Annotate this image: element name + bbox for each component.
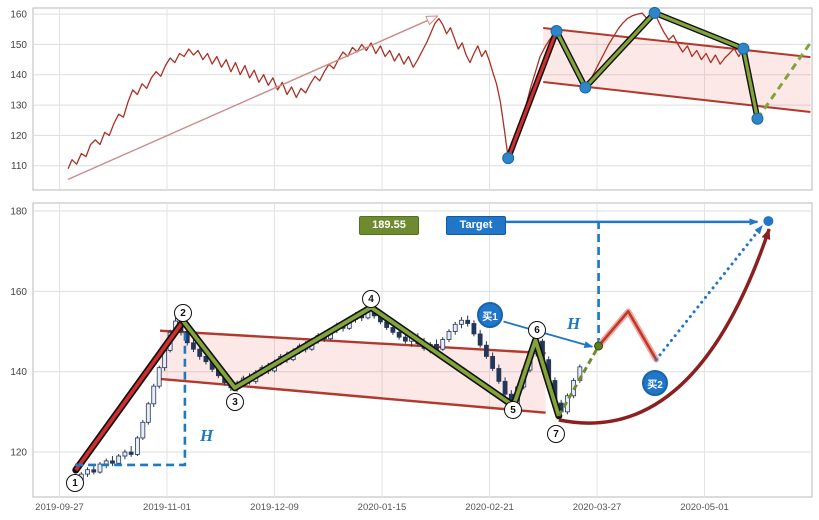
height-measure-label-1: H [200, 426, 214, 445]
target-badge[interactable]: Target [446, 216, 506, 235]
x-axis-labels: 2019-09-27 2019-11-01 2019-12-09 2020-01-15… [35, 502, 729, 513]
height-measure-label-2: H [567, 314, 581, 333]
svg-text:180: 180 [10, 207, 27, 218]
top-pivot-dots[interactable] [502, 6, 764, 165]
bottom-impulse-pole[interactable] [72, 317, 187, 474]
svg-text:2020-02-21: 2020-02-21 [465, 502, 514, 513]
svg-text:2020-05-01: 2020-05-01 [680, 502, 729, 513]
post-breakout-zigzag[interactable] [595, 308, 660, 363]
top-impulse-pole[interactable] [505, 28, 560, 162]
wave-marker-4[interactable]: 4 [362, 290, 380, 308]
svg-text:140: 140 [10, 367, 27, 378]
svg-text:140: 140 [10, 70, 27, 81]
buy1-marker[interactable]: 买1 [477, 302, 503, 328]
breakout-dot[interactable] [594, 341, 604, 351]
svg-text:120: 120 [10, 448, 27, 459]
buy2-marker[interactable]: 买2 [642, 370, 668, 396]
top-trend-arrow[interactable] [67, 16, 437, 181]
svg-text:150: 150 [10, 40, 27, 51]
svg-text:130: 130 [10, 101, 27, 112]
wave-marker-1[interactable]: 1 [66, 474, 84, 492]
svg-text:2019-12-09: 2019-12-09 [250, 502, 299, 513]
buy1-pointer-arrow[interactable] [503, 320, 594, 348]
weekly-overview-grid: 110 120 130 140 150 160 [10, 7, 813, 191]
top-projection-dashed[interactable] [756, 42, 812, 120]
measured-move-price-badge[interactable]: 189.55 [359, 216, 419, 235]
wave-marker-2[interactable]: 2 [174, 304, 192, 322]
wave-marker-3[interactable]: 3 [226, 393, 244, 411]
wave-marker-6[interactable]: 6 [528, 321, 546, 339]
bottom-zigzag[interactable] [179, 303, 563, 420]
wave-marker-7[interactable]: 7 [547, 425, 565, 443]
svg-text:110: 110 [11, 161, 27, 172]
svg-text:2019-11-01: 2019-11-01 [143, 502, 191, 513]
svg-text:2020-03-27: 2020-03-27 [573, 502, 622, 513]
wave-marker-5[interactable]: 5 [504, 401, 522, 419]
buy2-dotted-projection[interactable] [654, 224, 764, 362]
curved-projection-arrow[interactable] [558, 228, 771, 425]
svg-text:160: 160 [10, 10, 27, 21]
svg-text:2020-01-15: 2020-01-15 [358, 502, 407, 513]
svg-text:120: 120 [10, 131, 27, 142]
target-dot[interactable] [762, 215, 775, 228]
svg-text:2019-09-27: 2019-09-27 [35, 502, 84, 513]
h-measure-1[interactable] [75, 330, 187, 467]
svg-text:160: 160 [10, 287, 27, 298]
breakout-dashed-line[interactable] [557, 345, 600, 417]
